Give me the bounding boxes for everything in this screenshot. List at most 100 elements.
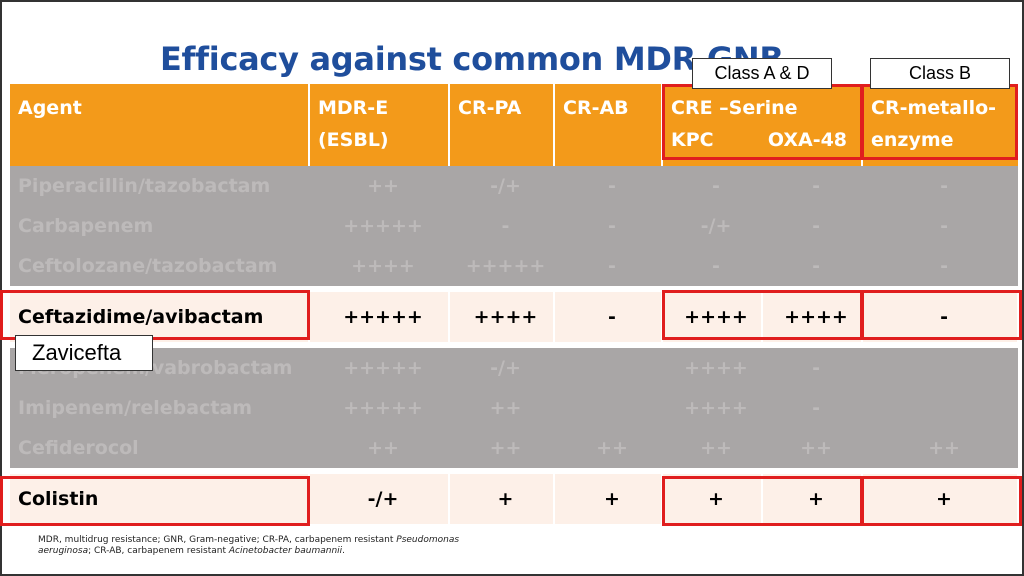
row-spacer	[10, 286, 1019, 292]
highlight-box-colistin-metallo	[861, 476, 1022, 526]
footnote-text-1: MDR, multidrug resistance; GNR, Gram-neg…	[38, 535, 397, 545]
header-mdr-e-line1: MDR-E	[318, 97, 389, 119]
cell-kpc: -	[662, 246, 762, 286]
highlight-box-colistin-agent	[0, 476, 310, 526]
cell-metallo	[862, 388, 1019, 428]
cell-agent: Imipenem/relebactam	[10, 388, 309, 428]
cell-oxa48: ++	[762, 428, 863, 468]
cell-metallo: ++	[862, 428, 1019, 468]
header-kpc: KPC	[671, 129, 714, 151]
header-cr-metallo-line2: enzyme	[871, 129, 954, 151]
cell-agent: Carbapenem	[10, 206, 309, 246]
header-cr-ab: CR-AB	[554, 84, 663, 166]
cell-kpc: -/+	[662, 206, 762, 246]
header-cr-pa: CR-PA	[449, 84, 555, 166]
header-cr-metallo-line1: CR-metallo-	[871, 97, 997, 119]
cell-cr-ab: -	[554, 246, 662, 286]
cell-mdr-e: -/+	[309, 474, 450, 524]
cell-mdr-e: ++	[309, 166, 449, 206]
table-row: Ceftolozane/tazobactam ++++ +++++ - - - -	[10, 246, 1019, 286]
cell-cr-ab: -	[554, 292, 663, 342]
highlight-box-ceftazidime-metallo	[861, 290, 1022, 340]
cell-cr-pa: ++++	[449, 292, 555, 342]
cell-cr-ab	[554, 348, 662, 388]
row-spacer	[10, 342, 1019, 348]
table-header-row: Agent MDR-E (ESBL) CR-PA CR-AB CRE –Serin…	[10, 84, 1019, 166]
cell-cr-ab: +	[554, 474, 663, 524]
highlight-box-colistin-cre	[662, 476, 863, 526]
header-mdr-e: MDR-E (ESBL)	[309, 84, 450, 166]
cell-cr-pa: ++	[449, 428, 554, 468]
cell-cr-pa: ++	[449, 388, 554, 428]
cell-oxa48: ++++	[762, 292, 864, 342]
zavicefta-label: Zavicefta	[15, 335, 153, 371]
cell-agent: Piperacillin/tazobactam	[10, 166, 309, 206]
slide-title: Efficacy against common MDR GNB	[160, 40, 784, 78]
header-agent: Agent	[10, 84, 310, 166]
cell-mdr-e: +++++	[309, 292, 450, 342]
cell-kpc: ++++	[662, 348, 762, 388]
cell-metallo: -	[862, 292, 1020, 342]
highlight-box-metallo-header	[861, 84, 1018, 160]
cell-oxa48: +	[762, 474, 864, 524]
cell-cr-ab: -	[554, 206, 662, 246]
slide-border-right	[1022, 0, 1024, 576]
footnote-italic-2: aeruginosa	[38, 546, 89, 556]
spacer-cell	[10, 342, 1019, 348]
cell-kpc: +	[662, 474, 763, 524]
header-mdr-e-line2: (ESBL)	[318, 129, 389, 151]
cell-cr-ab	[554, 388, 662, 428]
cell-metallo	[862, 348, 1019, 388]
spacer-cell	[10, 468, 1019, 474]
table-row: Imipenem/relebactam +++++ ++ ++++ -	[10, 388, 1019, 428]
cell-kpc: ++	[662, 428, 762, 468]
table-row: Cefiderocol ++ ++ ++ ++ ++ ++	[10, 428, 1019, 468]
cell-cr-ab: -	[554, 166, 662, 206]
cell-agent: Colistin	[10, 474, 310, 524]
class-b-label: Class B	[870, 58, 1010, 89]
highlight-box-ceftazidime-cre	[662, 290, 863, 340]
cell-cr-ab: ++	[554, 428, 662, 468]
highlight-box-ceftazidime-agent	[0, 290, 310, 340]
cell-metallo: -	[862, 166, 1019, 206]
cell-kpc: ++++	[662, 388, 762, 428]
cell-metallo: -	[862, 206, 1019, 246]
spacer-cell	[10, 524, 1019, 530]
cell-cr-pa: -/+	[449, 166, 554, 206]
cell-cr-pa: +	[449, 474, 555, 524]
cell-cr-pa: -	[449, 206, 554, 246]
footnote-text-3: .	[342, 546, 346, 556]
header-oxa48: OXA-48	[767, 129, 848, 151]
cell-oxa48: -	[762, 246, 863, 286]
cell-oxa48: -	[762, 166, 863, 206]
spacer-cell	[10, 286, 1019, 292]
cell-agent: Meropenem/vabrobactam	[10, 348, 309, 388]
header-cr-metallo: CR-metallo-enzyme	[862, 84, 1019, 166]
footnote-italic-3: Acinetobacter baumannii	[228, 546, 343, 556]
cell-mdr-e: +++++	[309, 206, 449, 246]
table-row: Colistin -/+ + + + + +	[10, 474, 1020, 524]
cell-mdr-e: ++	[309, 428, 449, 468]
cell-oxa48: -	[762, 388, 863, 428]
class-a-d-label: Class A & D	[692, 58, 832, 89]
cell-cr-pa: +++++	[449, 246, 554, 286]
header-cre-serine-label: CRE –Serine	[671, 97, 798, 119]
highlight-box-cre-header	[662, 84, 863, 160]
footnote: MDR, multidrug resistance; GNR, Gram-neg…	[38, 535, 558, 557]
table-row: Piperacillin/tazobactam ++ -/+ - - - -	[10, 166, 1019, 206]
cell-oxa48: -	[762, 206, 863, 246]
footnote-italic-1: Pseudomonas	[396, 535, 460, 545]
cell-mdr-e: ++++	[309, 246, 449, 286]
table-row: Meropenem/vabrobactam +++++ -/+ ++++ -	[10, 348, 1019, 388]
cell-kpc: -	[662, 166, 762, 206]
slide-border-left	[0, 0, 2, 576]
cell-mdr-e: +++++	[309, 348, 449, 388]
cell-metallo: -	[862, 246, 1019, 286]
footnote-text-2: ; CR-AB, carbapenem resistant	[88, 546, 229, 556]
cell-metallo: +	[862, 474, 1020, 524]
cell-cr-pa: -/+	[449, 348, 554, 388]
cell-mdr-e: +++++	[309, 388, 449, 428]
cell-kpc: ++++	[662, 292, 763, 342]
cell-agent: Ceftolozane/tazobactam	[10, 246, 309, 286]
cell-oxa48: -	[762, 348, 863, 388]
